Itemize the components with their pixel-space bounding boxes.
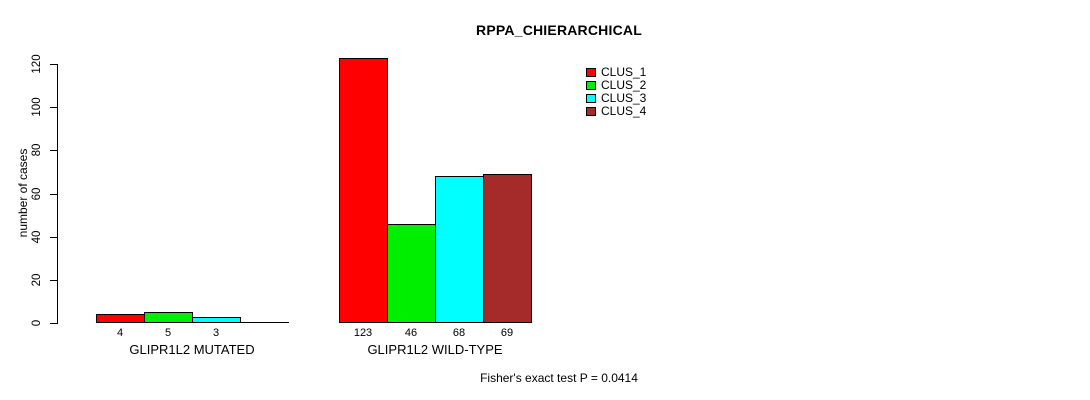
fisher-test-annotation: Fisher's exact test P = 0.0414 bbox=[480, 371, 638, 385]
y-tick-label: 60 bbox=[31, 187, 43, 200]
bar-clus_2-mutated bbox=[144, 312, 193, 323]
bar-clus_3-wild-type bbox=[435, 176, 484, 323]
y-tick-mark bbox=[50, 193, 57, 195]
legend-row-clus_1: CLUS_1 bbox=[586, 66, 646, 79]
bar-value-label: 123 bbox=[353, 327, 373, 339]
legend: CLUS_1 CLUS_2 CLUS_3 CLUS_4 bbox=[586, 66, 646, 118]
legend-label: CLUS_3 bbox=[601, 91, 647, 105]
y-tick-label: 120 bbox=[31, 54, 43, 74]
y-tick-label: 20 bbox=[31, 273, 43, 287]
y-tick-mark bbox=[50, 107, 57, 109]
category-label-mutated: GLIPR1L2 MUTATED bbox=[129, 342, 255, 357]
y-tick-mark bbox=[50, 279, 57, 281]
y-tick-label: 40 bbox=[31, 230, 43, 244]
bar-clus_1-wild-type bbox=[339, 58, 388, 323]
y-tick-label: 80 bbox=[31, 143, 43, 157]
bar-clus_3-mutated bbox=[192, 317, 241, 323]
bar-value-label: 3 bbox=[212, 327, 220, 339]
bar-clus_2-wild-type bbox=[387, 224, 436, 323]
bar-clus_4-wild-type bbox=[483, 174, 532, 323]
legend-row-clus_4: CLUS_4 bbox=[586, 105, 646, 118]
y-tick-label: 100 bbox=[31, 97, 43, 117]
category-label-wild-type: GLIPR1L2 WILD-TYPE bbox=[367, 342, 503, 357]
chart-title: RPPA_CHIERARCHICAL bbox=[476, 22, 642, 38]
legend-label: CLUS_2 bbox=[601, 78, 647, 92]
bar-clus_1-mutated bbox=[96, 314, 145, 323]
bar-clus_4-zero bbox=[240, 322, 289, 323]
y-tick-mark bbox=[50, 236, 57, 238]
bar-value-label: 68 bbox=[452, 327, 466, 339]
y-tick-mark bbox=[50, 150, 57, 152]
y-tick-mark bbox=[50, 323, 57, 324]
bar-value-label: 46 bbox=[404, 327, 418, 339]
bar-value-label: 69 bbox=[500, 327, 514, 339]
legend-label: CLUS_1 bbox=[601, 65, 647, 79]
legend-swatch-icon bbox=[586, 107, 596, 116]
legend-swatch-icon bbox=[586, 68, 596, 77]
bar-value-label: 4 bbox=[116, 327, 124, 339]
y-axis-label: number of cases bbox=[16, 148, 30, 238]
legend-row-clus_3: CLUS_3 bbox=[586, 92, 646, 105]
y-tick-mark bbox=[50, 64, 57, 65]
legend-label: CLUS_4 bbox=[601, 104, 647, 118]
legend-swatch-icon bbox=[586, 81, 596, 90]
y-tick-label: 0 bbox=[31, 319, 43, 327]
bar-value-label: 5 bbox=[164, 327, 172, 339]
y-axis-line bbox=[57, 64, 58, 324]
legend-row-clus_2: CLUS_2 bbox=[586, 79, 646, 92]
legend-swatch-icon bbox=[586, 94, 596, 103]
